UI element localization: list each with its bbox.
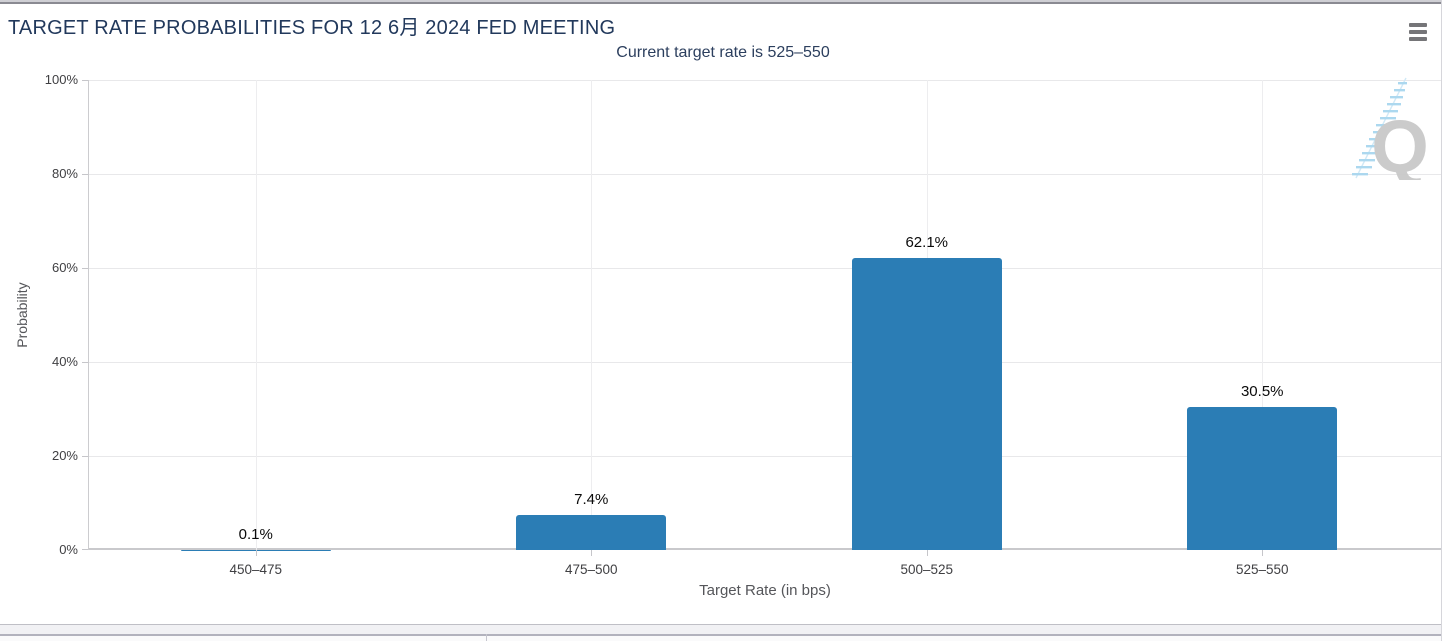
x-axis-tick bbox=[591, 550, 593, 556]
chart-subtitle: Current target rate is 525–550 bbox=[616, 44, 830, 61]
x-gridline bbox=[1262, 80, 1264, 550]
y-axis-tick bbox=[82, 549, 88, 550]
bar-500-525[interactable] bbox=[851, 258, 1002, 550]
y-axis-tick-label: 40% bbox=[51, 354, 78, 369]
x-axis-category-label: 475–500 bbox=[564, 562, 618, 577]
y-axis-tick bbox=[82, 456, 88, 457]
y-axis-tick-label: 60% bbox=[51, 260, 78, 275]
category-slot-500-525: 62.1% 500–525 bbox=[759, 80, 1095, 577]
bar-475-500[interactable] bbox=[516, 515, 667, 550]
y-gridline-20 bbox=[88, 456, 1442, 457]
y-axis-line bbox=[88, 80, 89, 550]
svg-text:Q: Q bbox=[1371, 105, 1429, 180]
category-slot-525-550: 30.5% 525–550 bbox=[1095, 80, 1431, 577]
y-axis-tick bbox=[82, 174, 88, 175]
y-axis-tick-label: 100% bbox=[44, 72, 78, 87]
x-axis-title: Target Rate (in bps) bbox=[699, 582, 831, 599]
chart-title: TARGET RATE PROBABILITIES FOR 12 6月 2024… bbox=[8, 17, 616, 39]
x-axis-tick bbox=[1262, 550, 1264, 556]
x-gridline bbox=[591, 80, 593, 550]
category-slot-450-475: 0.1% 450–475 bbox=[88, 80, 424, 577]
x-axis-category-label: 450–475 bbox=[229, 562, 283, 577]
y-gridline-100 bbox=[88, 80, 1442, 81]
bar-series: 0.1% 450–475 7.4% 475–500 62.1% 500–525 bbox=[88, 80, 1431, 577]
y-axis-tick bbox=[82, 268, 88, 269]
y-axis-tick-label: 20% bbox=[51, 448, 78, 463]
x-axis-tick bbox=[255, 550, 257, 556]
hamburger-menu-icon bbox=[1409, 37, 1427, 41]
y-gridline-60 bbox=[88, 268, 1442, 269]
card-top-border-accent bbox=[0, 2, 1442, 4]
x-axis-line bbox=[88, 548, 1442, 550]
category-slot-475-500: 7.4% 475–500 bbox=[424, 80, 760, 577]
bar-value-label: 0.1% bbox=[238, 525, 273, 543]
hamburger-menu-icon bbox=[1409, 30, 1427, 34]
x-axis-category-label: 500–525 bbox=[900, 562, 954, 577]
y-gridline-40 bbox=[88, 362, 1442, 363]
bar-value-label: 62.1% bbox=[905, 234, 949, 252]
bottom-cards-divider bbox=[486, 634, 487, 641]
q-watermark-logo: Q bbox=[1352, 77, 1429, 180]
hamburger-menu-icon bbox=[1409, 23, 1427, 27]
bar-value-label: 7.4% bbox=[574, 491, 609, 509]
y-gridline-80 bbox=[88, 174, 1442, 175]
bar-value-label: 30.5% bbox=[1240, 382, 1284, 400]
card-top-border bbox=[0, 0, 1442, 2]
bottom-left-card bbox=[0, 634, 486, 641]
y-axis-tick bbox=[82, 80, 88, 81]
y-axis-tick-label: 0% bbox=[59, 542, 78, 557]
page-gap bbox=[0, 625, 1442, 634]
card-bottom-border bbox=[0, 624, 1442, 625]
x-gridline bbox=[255, 80, 257, 550]
x-axis-category-label: 525–550 bbox=[1235, 562, 1289, 577]
chart-context-menu-button[interactable] bbox=[1406, 20, 1430, 44]
bottom-right-card bbox=[487, 634, 1442, 641]
y-axis-title: Probability bbox=[14, 282, 30, 348]
y-axis-tick-label: 80% bbox=[51, 166, 78, 181]
bar-525-550[interactable] bbox=[1187, 406, 1338, 550]
x-axis-tick bbox=[926, 550, 928, 556]
y-axis-tick bbox=[82, 362, 88, 363]
plot-area: 100% 80% 60% 40% 20% 0% 0.1% 450–475 7.4… bbox=[14, 72, 1442, 599]
